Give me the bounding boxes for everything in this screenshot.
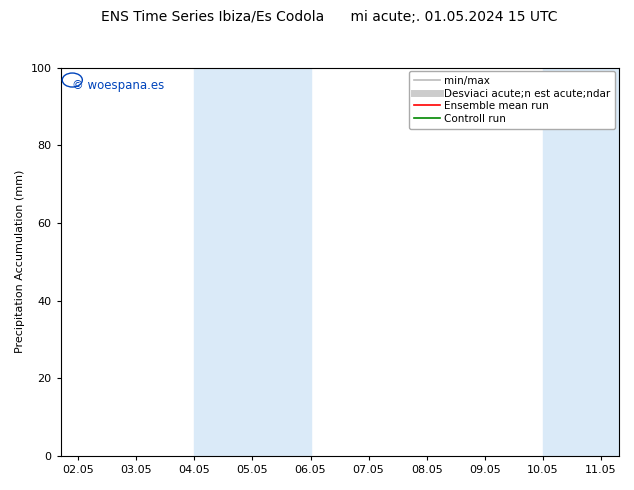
Legend: min/max, Desviaci acute;n est acute;ndar, Ensemble mean run, Controll run: min/max, Desviaci acute;n est acute;ndar… <box>408 71 616 129</box>
Bar <box>194 68 311 456</box>
Text: ENS Time Series Ibiza/Es Codola      mi acute;. 01.05.2024 15 UTC: ENS Time Series Ibiza/Es Codola mi acute… <box>101 10 558 24</box>
Y-axis label: Precipitation Accumulation (mm): Precipitation Accumulation (mm) <box>15 170 25 353</box>
Bar <box>543 68 619 456</box>
Text: © woespana.es: © woespana.es <box>72 79 164 92</box>
